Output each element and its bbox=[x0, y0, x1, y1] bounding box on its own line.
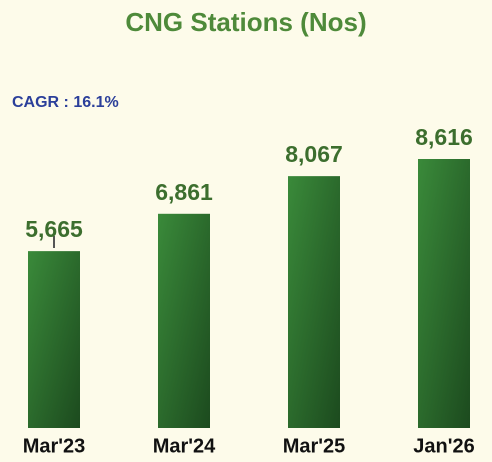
x-tick-label: Jan'26 bbox=[413, 435, 474, 457]
bar bbox=[288, 176, 340, 428]
x-tick-label: Mar'23 bbox=[23, 435, 86, 457]
value-label: 8,067 bbox=[285, 141, 343, 167]
cagr-annotation: CAGR : 16.1% bbox=[12, 94, 119, 111]
x-tick-label: Mar'25 bbox=[283, 435, 346, 457]
value-label: 5,665 bbox=[25, 216, 83, 242]
bar bbox=[418, 159, 470, 428]
value-label: 8,616 bbox=[415, 124, 473, 150]
value-label: 6,861 bbox=[155, 179, 213, 205]
chart-title: CNG Stations (Nos) bbox=[125, 7, 366, 37]
x-tick-label: Mar'24 bbox=[153, 435, 216, 457]
bar bbox=[158, 213, 210, 428]
bar bbox=[28, 251, 80, 428]
